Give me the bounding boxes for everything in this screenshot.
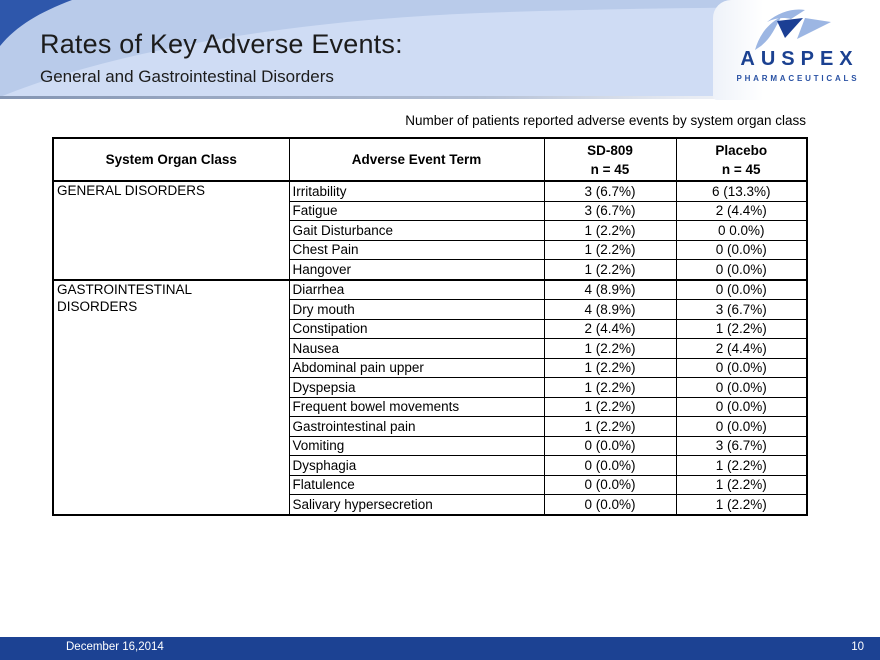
sd809-value-cell: 4 (8.9%) <box>543 278 677 300</box>
adverse-event-term-cell: Diarrhea <box>288 278 545 300</box>
placebo-value-cell: 2 (4.4%) <box>675 200 808 221</box>
placebo-value-cell: 3 (6.7%) <box>675 299 808 320</box>
sd809-value-cell: 1 (2.2%) <box>543 239 677 260</box>
adverse-event-term-cell: Frequent bowel movements <box>288 396 545 417</box>
col-header-sd809: SD-809 n = 45 <box>543 137 677 182</box>
footer-date: December 16,2014 <box>66 641 164 653</box>
table-header: System Organ Class Adverse Event Term SD… <box>52 137 808 182</box>
table-header-row: System Organ Class Adverse Event Term SD… <box>52 137 808 182</box>
sd809-value-cell: 1 (2.2%) <box>543 357 677 378</box>
placebo-value-cell: 6 (13.3%) <box>675 180 808 202</box>
sd809-value-cell: 1 (2.2%) <box>543 338 677 359</box>
table-row: Dry mouth 4 (8.9%) 3 (6.7%) <box>53 299 808 320</box>
sd809-value-cell: 3 (6.7%) <box>543 180 677 202</box>
adverse-event-term-cell: Dysphagia <box>288 455 545 476</box>
table-caption: Number of patients reported adverse even… <box>405 113 806 128</box>
header-edge-line <box>0 96 880 99</box>
table-row: Constipation 2 (4.4%) 1 (2.2%) <box>53 318 808 339</box>
adverse-events-table: System Organ Class Adverse Event Term SD… <box>52 137 808 516</box>
placebo-value-cell: 3 (6.7%) <box>675 435 808 456</box>
table-row: Gastrointestinal pain 1 (2.2%) 0 (0.0%) <box>53 416 808 437</box>
sd809-value-cell: 0 (0.0%) <box>543 474 677 495</box>
placebo-value-cell: 0 (0.0%) <box>675 239 808 260</box>
organ-class-cell: GASTROINTESTINAL DISORDERS <box>52 278 290 515</box>
sd809-value-cell: 1 (2.2%) <box>543 259 677 280</box>
table-row: GASTROINTESTINAL DISORDERS Diarrhea 4 (8.9… <box>52 278 808 515</box>
adverse-event-term-cell: Vomiting <box>288 435 545 456</box>
adverse-event-term-cell: Abdominal pain upper <box>288 357 545 378</box>
slide-subtitle: General and Gastrointestinal Disorders <box>40 67 334 86</box>
sd809-value-cell: 3 (6.7%) <box>543 200 677 221</box>
col-header-adverse-event-term: Adverse Event Term <box>288 137 545 182</box>
logo-tagline: PHARMACEUTICALS <box>736 74 860 83</box>
placebo-value-cell: 0 0.0%) <box>675 220 808 241</box>
table-row: GENERAL DISORDERS Irritability 3 (6.7%) 6 (… <box>52 180 808 280</box>
sd809-value-cell: 1 (2.2%) <box>543 220 677 241</box>
placebo-value-cell: 2 (4.4%) <box>675 338 808 359</box>
adverse-event-term-cell: Constipation <box>288 318 545 339</box>
footer-bar: December 16,2014 10 <box>0 637 880 660</box>
table-row: Salivary hypersecretion 0 (0.0%) 1 (2.2%) <box>53 494 808 515</box>
logo-wordmark: AUSPEX <box>740 48 859 70</box>
sd809-value-cell: 0 (0.0%) <box>543 494 677 515</box>
placebo-value-cell: 0 (0.0%) <box>675 357 808 378</box>
table-body: GENERAL DISORDERS Irritability 3 (6.7%) 6 (… <box>52 180 808 515</box>
footer-page-number: 10 <box>851 641 864 653</box>
table-row: Hangover 1 (2.2%) 0 (0.0%) <box>53 259 808 280</box>
organ-class-cell: GENERAL DISORDERS <box>52 180 290 280</box>
table-row: Nausea 1 (2.2%) 2 (4.4%) <box>53 338 808 359</box>
sd809-value-cell: 1 (2.2%) <box>543 396 677 417</box>
table-row: Frequent bowel movements 1 (2.2%) 0 (0.0%) <box>53 396 808 417</box>
placebo-value-cell: 0 (0.0%) <box>675 396 808 417</box>
sd809-value-cell: 2 (4.4%) <box>543 318 677 339</box>
table-row: Chest Pain 1 (2.2%) 0 (0.0%) <box>53 239 808 260</box>
placebo-value-cell: 1 (2.2%) <box>675 318 808 339</box>
sd809-value-cell: 1 (2.2%) <box>543 377 677 398</box>
placebo-value-cell: 0 (0.0%) <box>675 377 808 398</box>
col-header-placebo: Placebo n = 45 <box>675 137 808 182</box>
bird-logo-icon <box>755 9 831 50</box>
placebo-value-cell: 1 (2.2%) <box>675 474 808 495</box>
sd809-value-cell: 1 (2.2%) <box>543 416 677 437</box>
adverse-event-term-cell: Dyspepsia <box>288 377 545 398</box>
sd809-value-cell: 0 (0.0%) <box>543 435 677 456</box>
slide-title: Rates of Key Adverse Events: <box>40 29 403 59</box>
adverse-event-term-cell: Dry mouth <box>288 299 545 320</box>
table-row: Dysphagia 0 (0.0%) 1 (2.2%) <box>53 455 808 476</box>
placebo-value-cell: 1 (2.2%) <box>675 494 808 515</box>
placebo-value-cell: 0 (0.0%) <box>675 416 808 437</box>
table-row: Flatulence 0 (0.0%) 1 (2.2%) <box>53 474 808 495</box>
adverse-event-term-cell: Chest Pain <box>288 239 545 260</box>
company-logo: AUSPEX PHARMACEUTICALS <box>713 0 880 100</box>
placebo-value-cell: 0 (0.0%) <box>675 259 808 280</box>
table-row: Fatigue 3 (6.7%) 2 (4.4%) <box>53 200 808 221</box>
adverse-event-term-cell: Gait Disturbance <box>288 220 545 241</box>
adverse-event-term-cell: Irritability <box>288 180 545 202</box>
col-header-system-organ-class: System Organ Class <box>52 137 290 182</box>
adverse-event-term-cell: Fatigue <box>288 200 545 221</box>
adverse-event-term-cell: Nausea <box>288 338 545 359</box>
sd809-value-cell: 0 (0.0%) <box>543 455 677 476</box>
adverse-event-term-cell: Flatulence <box>288 474 545 495</box>
adverse-event-term-cell: Gastrointestinal pain <box>288 416 545 437</box>
adverse-event-term-cell: Salivary hypersecretion <box>288 494 545 515</box>
placebo-value-cell: 1 (2.2%) <box>675 455 808 476</box>
header-decoration <box>0 0 880 96</box>
placebo-value-cell: 0 (0.0%) <box>675 278 808 300</box>
adverse-event-term-cell: Hangover <box>288 259 545 280</box>
sd809-value-cell: 4 (8.9%) <box>543 299 677 320</box>
